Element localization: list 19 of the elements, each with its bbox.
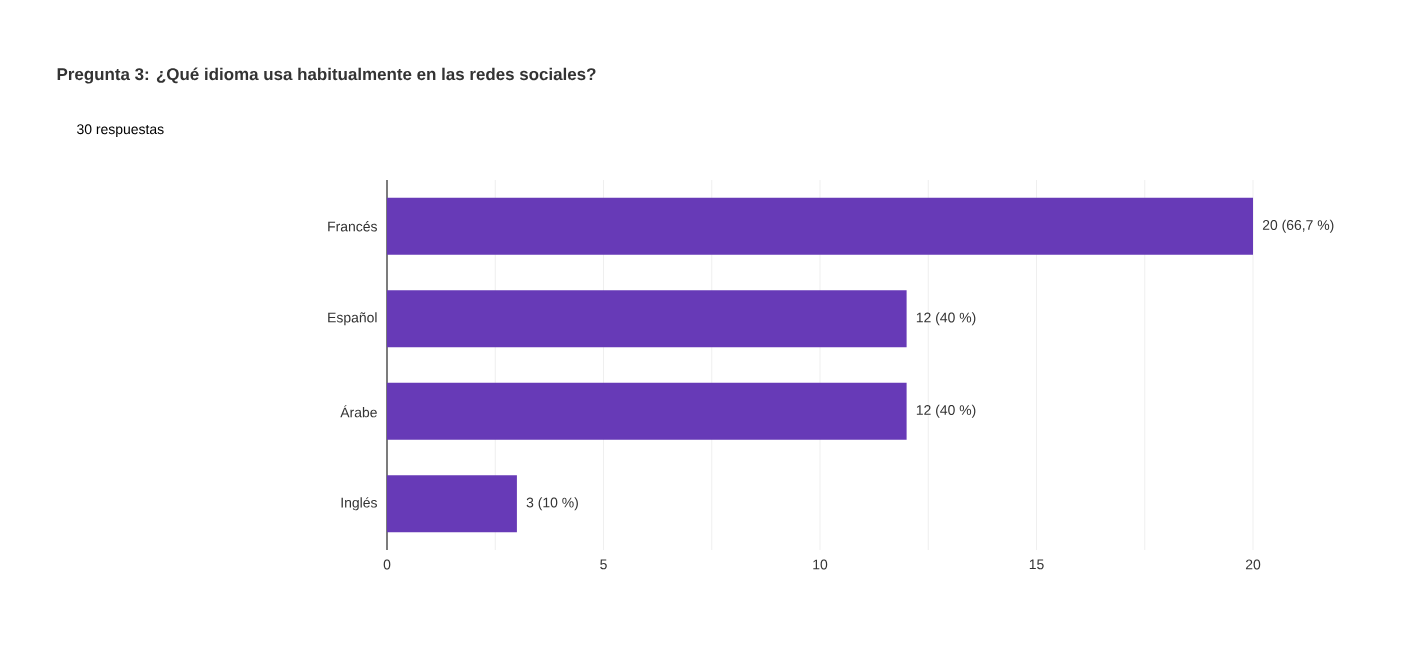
x-tick-label: 0 <box>383 559 391 570</box>
y-tick-label: Español <box>328 312 377 326</box>
y-tick-label: Francés <box>328 221 377 232</box>
x-tick-label: 15 <box>1029 559 1044 570</box>
text: 30 respuestas <box>77 124 164 137</box>
y-tick-label: Inglés <box>341 497 377 511</box>
bar <box>387 382 907 440</box>
y-tick-label: Árabe <box>340 405 377 418</box>
data-label: 3 (10 %) <box>526 497 578 511</box>
bar <box>387 475 517 533</box>
chart-title: Pregunta 3: ¿Qué idioma usa habitualmente en las redes sociales? <box>57 67 596 84</box>
x-tick-label: 20 <box>1245 559 1261 570</box>
bar <box>387 290 907 348</box>
bar <box>387 197 1254 255</box>
x-tick-label: 5 <box>600 559 607 570</box>
data-label: 12 (40 %) <box>916 312 976 326</box>
data-label: 12 (40 %) <box>916 404 976 418</box>
x-tick-label: 10 <box>813 559 828 570</box>
data-label: 20 (66,7 %) <box>1262 219 1334 233</box>
